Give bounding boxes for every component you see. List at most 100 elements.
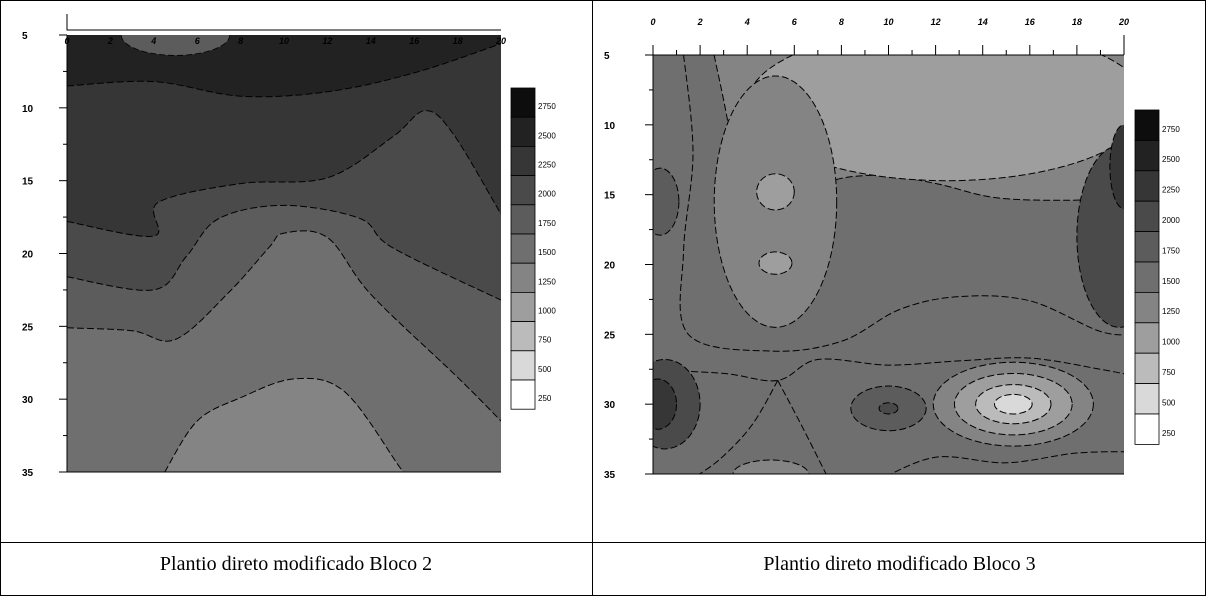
x-tick-label: 8 xyxy=(839,17,844,27)
x-tick-label: 0 xyxy=(650,17,655,27)
legend-swatch xyxy=(510,116,536,147)
legend-swatch xyxy=(510,145,536,176)
caption-bloco-3: Plantio direto modificado Bloco 3 xyxy=(763,553,1036,575)
x-tick-label: 20 xyxy=(495,36,506,46)
contour-line xyxy=(164,377,404,472)
contour-low xyxy=(756,173,795,211)
legend-label: 2500 xyxy=(538,131,556,140)
legend-label: 1500 xyxy=(1162,277,1180,286)
contour-high xyxy=(878,402,899,415)
x-tick-label: 2 xyxy=(697,17,703,27)
legend-label: 1000 xyxy=(1162,338,1180,347)
contour-line xyxy=(889,451,1124,474)
y-tick-label: 10 xyxy=(604,121,616,132)
x-tick-label: 18 xyxy=(453,36,463,46)
legend-swatch xyxy=(1134,291,1160,324)
x-tick-label: 4 xyxy=(744,17,750,27)
legend-label: 1000 xyxy=(538,307,556,316)
legend-swatch xyxy=(510,291,536,322)
contour-high xyxy=(1109,124,1124,210)
caption-bloco-2: Plantio direto modificado Bloco 2 xyxy=(159,553,433,575)
contour-line xyxy=(777,380,827,474)
contour-line xyxy=(67,230,501,422)
legend-label: 1250 xyxy=(1162,307,1180,316)
y-tick-label: 35 xyxy=(22,468,34,479)
legend-swatch xyxy=(1134,139,1160,172)
legend-label: 1250 xyxy=(538,277,556,286)
contour-band xyxy=(164,378,404,472)
y-tick-label: 20 xyxy=(604,261,616,272)
legend-label: 1750 xyxy=(538,219,556,228)
legend-swatch xyxy=(510,175,536,206)
contour-line xyxy=(67,110,501,237)
contour-high xyxy=(653,167,680,236)
legend-label: 2000 xyxy=(1162,216,1180,225)
axes: 5 10 15 20 25 30 35 0 2 4 6 8 10 12 14 16 18 20 xyxy=(604,17,1129,481)
x-tick-label: 14 xyxy=(366,36,376,46)
contour-line xyxy=(67,43,501,98)
x-tick-label: 16 xyxy=(409,36,420,46)
x-tick-label: 14 xyxy=(978,17,988,27)
legend-label: 750 xyxy=(1162,368,1176,377)
x-tick-label: 12 xyxy=(931,17,941,27)
y-tick-label: 20 xyxy=(22,250,34,261)
legend-swatch xyxy=(510,262,536,293)
legend-label: 1500 xyxy=(538,248,556,257)
x-tick-label: 10 xyxy=(883,17,893,27)
legend-label: 250 xyxy=(1162,429,1176,438)
legend-swatch xyxy=(1134,322,1160,354)
y-tick-label: 5 xyxy=(604,51,610,62)
contour-low xyxy=(993,393,1033,415)
y-tick-label: 15 xyxy=(604,191,616,202)
y-tick-label: 25 xyxy=(22,322,34,333)
x-tick-label: 8 xyxy=(238,36,243,46)
legend-label: 1750 xyxy=(1162,246,1180,255)
x-tick-label: 20 xyxy=(1118,17,1129,27)
contour-line xyxy=(679,55,1124,352)
table-divider-vertical xyxy=(592,0,593,596)
legend-swatch xyxy=(1134,352,1160,385)
contour-map-bloco-3: 5 10 15 20 25 30 35 0 2 4 6 8 10 12 14 16 18 20 2750 2500 22… xyxy=(604,17,1180,481)
legend-swatch xyxy=(1134,170,1160,202)
legend-label: 2750 xyxy=(538,102,556,111)
y-tick-label: 30 xyxy=(22,395,34,406)
legend-swatch xyxy=(510,204,536,235)
x-tick-label: 6 xyxy=(195,36,201,46)
x-tick-label: 6 xyxy=(792,17,798,27)
x-tick-label: 18 xyxy=(1072,17,1082,27)
contour-high xyxy=(653,378,678,430)
x-tick-label: 16 xyxy=(1025,17,1036,27)
legend-swatch xyxy=(510,350,536,381)
contour-line xyxy=(67,204,501,301)
legend-label: 2250 xyxy=(538,161,556,170)
x-tick-label: 2 xyxy=(107,36,113,46)
legend-label: 2750 xyxy=(1162,125,1180,134)
y-tick-label: 30 xyxy=(604,400,616,411)
x-tick-label: 12 xyxy=(322,36,332,46)
contour-area xyxy=(653,55,1124,474)
y-tick-label: 5 xyxy=(22,31,28,42)
legend-swatch xyxy=(510,233,536,264)
y-tick-label: 35 xyxy=(604,470,616,481)
contour-line xyxy=(698,380,779,474)
legend-label: 500 xyxy=(538,365,552,374)
plot-frame-top xyxy=(66,14,501,31)
contour-line xyxy=(653,357,1124,382)
legend-label: 500 xyxy=(1162,398,1176,407)
contour-map-bloco-2: 5 10 15 20 25 30 35 0 2 4 6 8 10 12 14 16 18 20 2750 2500 22… xyxy=(22,14,556,479)
legend-swatch xyxy=(1134,413,1160,445)
legend-swatch xyxy=(1134,383,1160,415)
legend-label: 250 xyxy=(538,394,552,403)
axes: 5 10 15 20 25 30 35 0 2 4 6 8 10 12 14 16 18 20 xyxy=(22,31,506,479)
legend-label: 2250 xyxy=(1162,186,1180,195)
legend-swatch xyxy=(1134,261,1160,293)
legend-swatch xyxy=(510,87,536,118)
table-divider-horizontal xyxy=(0,542,1206,543)
legend-swatch xyxy=(1134,109,1160,141)
x-tick-label: 10 xyxy=(279,36,289,46)
legend-swatch xyxy=(1134,231,1160,263)
legend-swatch xyxy=(510,321,536,352)
legend: 2750 2500 2250 2000 1750 1500 1250 1000 750 500 25… xyxy=(510,87,556,410)
contour-low xyxy=(758,251,793,275)
